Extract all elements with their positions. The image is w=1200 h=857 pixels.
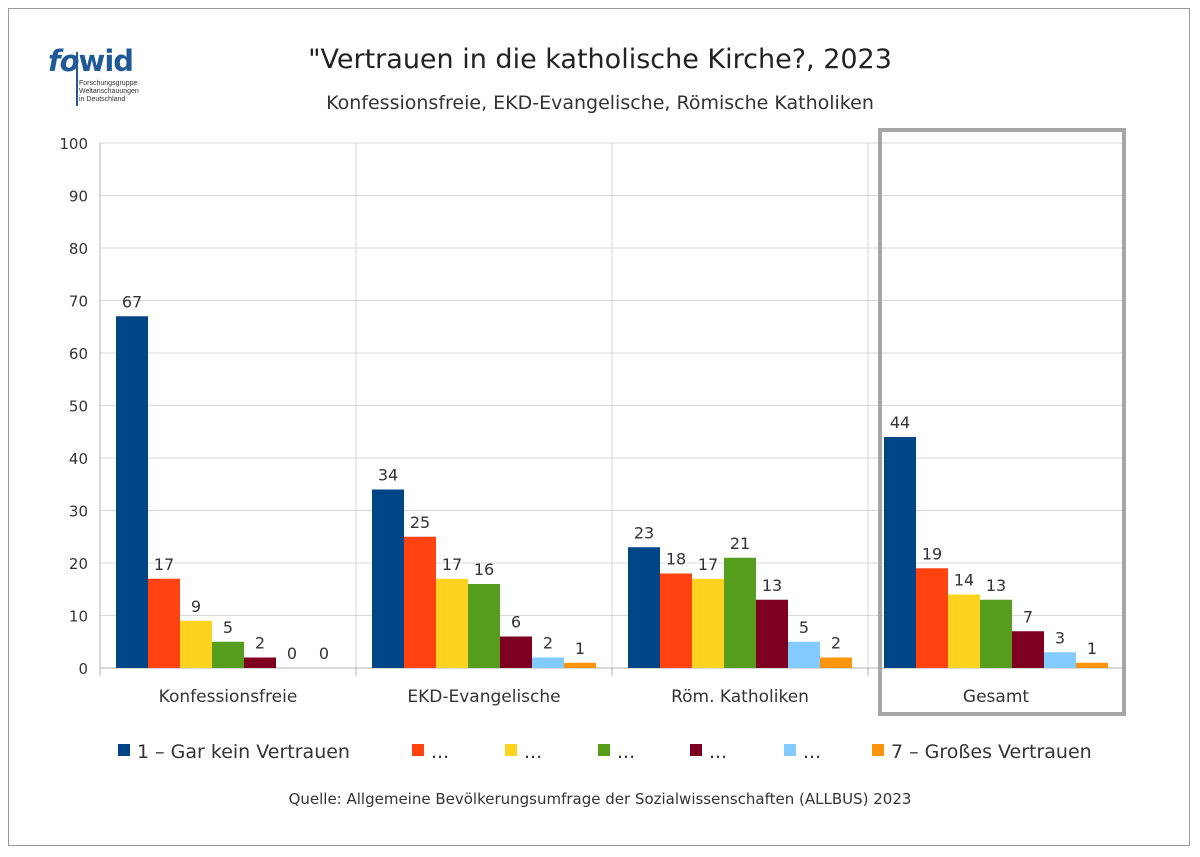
bar bbox=[212, 641, 244, 668]
y-tick-label: 70 bbox=[69, 293, 88, 311]
data-label: 13 bbox=[762, 576, 782, 595]
data-label: 17 bbox=[698, 555, 718, 574]
bar bbox=[500, 636, 532, 668]
bar bbox=[948, 594, 980, 668]
data-label: 17 bbox=[442, 555, 462, 574]
data-label: 16 bbox=[474, 560, 494, 579]
data-label: 34 bbox=[378, 466, 398, 485]
y-tick-label: 10 bbox=[69, 608, 88, 626]
data-label: 1 bbox=[1087, 639, 1097, 658]
chart-subtitle: Konfessionsfreie, EKD-Evangelische, Römi… bbox=[326, 92, 874, 114]
bar bbox=[404, 536, 436, 668]
bar bbox=[180, 620, 212, 668]
source-note: Quelle: Allgemeine Bevölkerungsumfrage d… bbox=[288, 790, 912, 808]
bar bbox=[468, 584, 500, 668]
logo-wordmark: fowid bbox=[48, 44, 134, 78]
bar bbox=[628, 547, 660, 668]
chart-title: "Vertrauen in die katholische Kirche?, 2… bbox=[308, 44, 892, 75]
bar bbox=[1076, 662, 1108, 668]
data-label: 3 bbox=[1055, 628, 1065, 647]
data-label: 23 bbox=[634, 523, 654, 542]
bar bbox=[436, 578, 468, 668]
legend-swatch bbox=[505, 744, 517, 756]
legend-label: ... bbox=[709, 741, 727, 763]
fowid-logo: fowid Forschungsgruppe Weltanschauungen … bbox=[48, 44, 158, 114]
bar bbox=[1044, 652, 1076, 668]
legend-label: ... bbox=[617, 741, 635, 763]
bar bbox=[116, 316, 148, 668]
legend-swatch bbox=[118, 744, 130, 756]
bar bbox=[532, 657, 564, 668]
data-label: 18 bbox=[666, 550, 686, 569]
data-label: 5 bbox=[799, 618, 809, 637]
data-label: 14 bbox=[954, 571, 974, 590]
legend-label: 1 – Gar kein Vertrauen bbox=[137, 741, 350, 763]
x-tick-label: Röm. Katholiken bbox=[671, 687, 809, 707]
legend-swatch bbox=[872, 744, 884, 756]
data-label: 0 bbox=[319, 644, 329, 663]
y-tick-label: 20 bbox=[69, 555, 88, 573]
data-label: 21 bbox=[730, 534, 750, 553]
y-tick-label: 100 bbox=[59, 135, 88, 153]
data-label: 2 bbox=[831, 634, 841, 653]
legend-label: 7 – Großes Vertrauen bbox=[891, 741, 1092, 763]
data-label: 25 bbox=[410, 513, 430, 532]
data-label: 17 bbox=[154, 555, 174, 574]
bar bbox=[372, 489, 404, 668]
data-label: 6 bbox=[511, 613, 521, 632]
bar bbox=[660, 573, 692, 668]
y-tick-label: 60 bbox=[69, 345, 88, 363]
data-label: 19 bbox=[922, 544, 942, 563]
y-tick-label: 80 bbox=[69, 240, 88, 258]
logo-subtitle: Forschungsgruppe Weltanschauungen in Deu… bbox=[79, 80, 139, 103]
legend-swatch bbox=[412, 744, 424, 756]
bar bbox=[692, 578, 724, 668]
legend-swatch bbox=[784, 744, 796, 756]
bar bbox=[724, 557, 756, 668]
data-label: 0 bbox=[287, 644, 297, 663]
bar bbox=[1012, 631, 1044, 668]
bar bbox=[916, 568, 948, 668]
data-label: 67 bbox=[122, 292, 142, 311]
bar bbox=[756, 599, 788, 668]
chart-frame bbox=[8, 8, 1190, 846]
y-tick-label: 90 bbox=[69, 188, 88, 206]
data-label: 2 bbox=[255, 634, 265, 653]
legend-label: ... bbox=[524, 741, 542, 763]
bar bbox=[980, 599, 1012, 668]
y-tick-label: 50 bbox=[69, 398, 88, 416]
data-label: 13 bbox=[986, 576, 1006, 595]
data-label: 5 bbox=[223, 618, 233, 637]
data-label: 2 bbox=[543, 634, 553, 653]
legend-label: ... bbox=[803, 741, 821, 763]
bar bbox=[244, 657, 276, 668]
bar bbox=[788, 641, 820, 668]
x-tick-label: Gesamt bbox=[963, 687, 1029, 707]
x-tick-label: EKD-Evangelische bbox=[407, 687, 560, 707]
legend-swatch bbox=[690, 744, 702, 756]
highlight-box bbox=[878, 128, 1126, 716]
bar bbox=[564, 662, 596, 668]
logo-divider bbox=[76, 52, 78, 106]
bar bbox=[148, 578, 180, 668]
bar bbox=[820, 657, 852, 668]
legend-label: ... bbox=[431, 741, 449, 763]
y-tick-label: 40 bbox=[69, 450, 88, 468]
x-tick-label: Konfessionsfreie bbox=[159, 687, 298, 707]
legend-swatch bbox=[598, 744, 610, 756]
y-tick-label: 30 bbox=[69, 503, 88, 521]
data-label: 44 bbox=[890, 413, 910, 432]
y-tick-label: 0 bbox=[78, 660, 88, 678]
data-label: 1 bbox=[575, 639, 585, 658]
data-label: 7 bbox=[1023, 607, 1033, 626]
bar bbox=[884, 437, 916, 668]
data-label: 9 bbox=[191, 597, 201, 616]
